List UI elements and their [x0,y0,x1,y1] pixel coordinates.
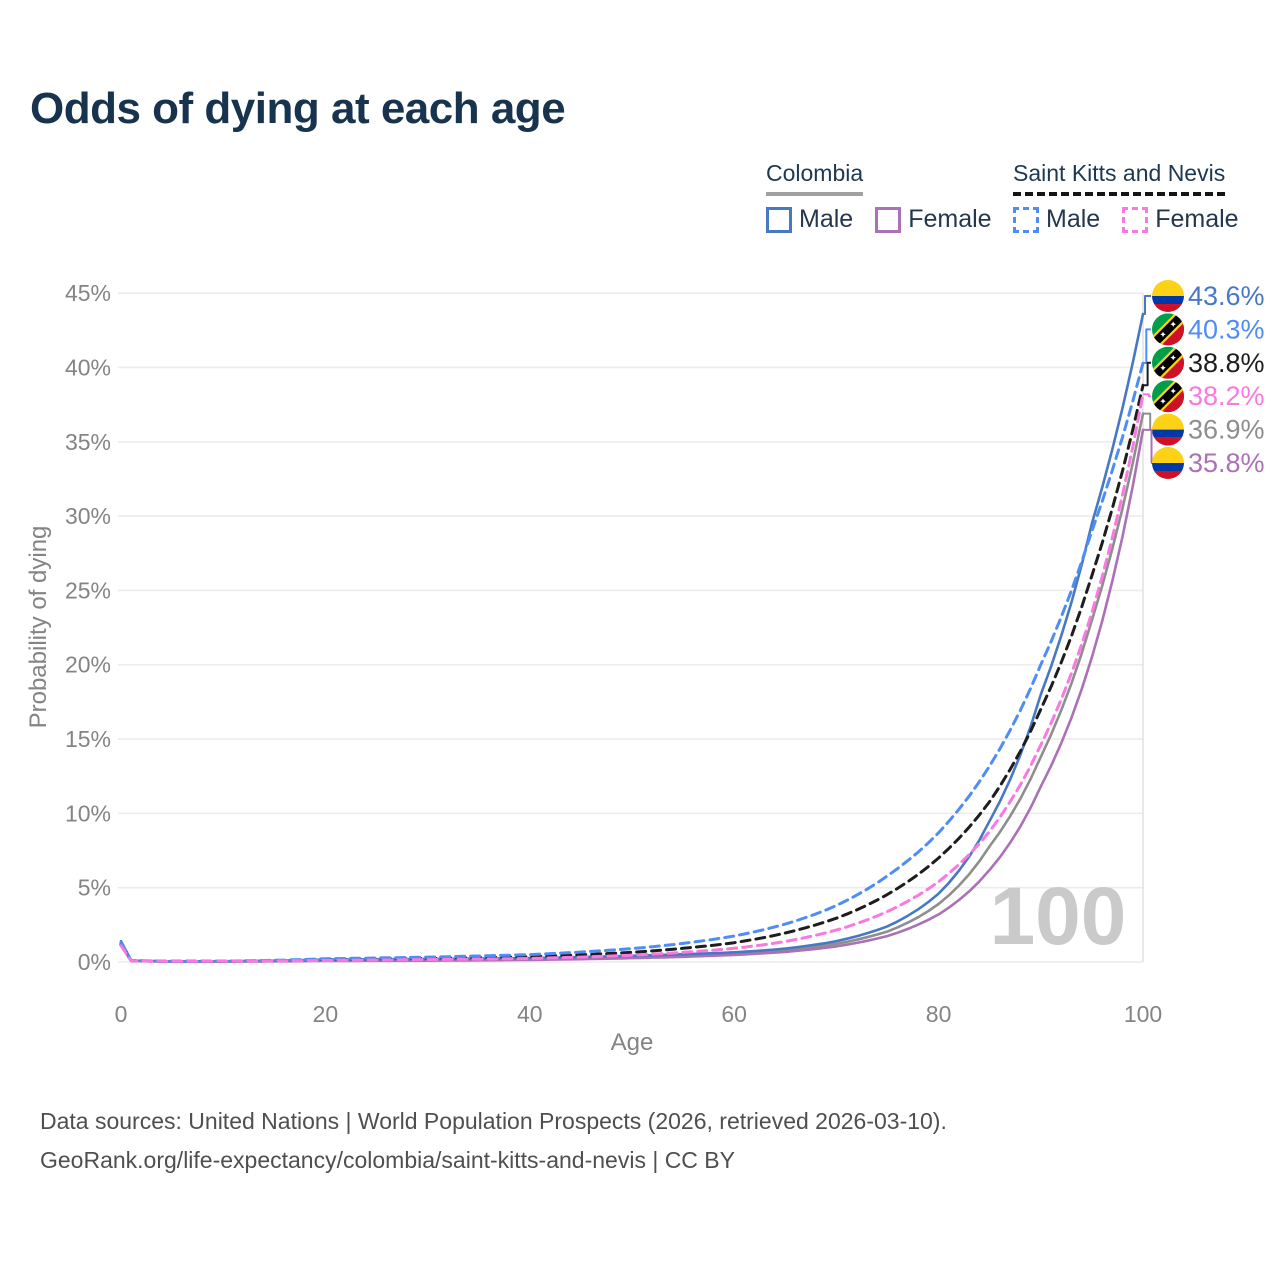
line-saint-kitts-and-nevis-female[interactable] [119,392,1145,963]
legend-label-skn-male: Male [1046,205,1101,233]
end-label-saint-kitts-and-nevis-both: 38.8% [1188,348,1265,378]
end-label-connector-colombia-both [1143,412,1152,431]
flag-colombia-icon [1152,280,1184,312]
x-tick-label-60: 60 [721,1001,747,1027]
legend-group-colombia: Colombia Male Female [766,160,1014,234]
y-tick-label-0: 0% [78,949,111,975]
line-colombia-male[interactable] [119,312,1145,963]
x-tick-label-100: 100 [1124,1001,1162,1027]
y-tick-label-40: 40% [65,354,111,380]
legend-label-colombia-female: Female [908,205,992,233]
x-tick-label-40: 40 [517,1001,543,1027]
y-tick-label-15: 15% [65,726,111,752]
legend-swatch-skn-female-icon [1122,206,1149,233]
chart-footer: Data sources: United Nations | World Pop… [40,1102,947,1180]
flag-colombia-icon [1152,447,1184,479]
age-watermark: 100 [990,871,1127,962]
flag-saint-kitts-and-nevis-icon [1152,313,1184,346]
line-saint-kitts-and-nevis-male[interactable] [119,361,1145,963]
y-tick-label-30: 30% [65,503,111,529]
legend-swatch-skn-male-icon [1013,206,1039,233]
legend-swatch-colombia-male-icon [766,206,792,233]
y-tick-label-5: 5% [78,875,111,901]
legend-item-skn-male[interactable]: Male [1013,205,1100,234]
end-label-colombia-male: 43.6% [1188,281,1265,311]
legend-label-skn-female: Female [1155,205,1239,233]
end-label-connector-saint-kitts-and-nevis-both [1143,361,1151,387]
y-axis-title: Probability of dying [25,526,52,729]
y-tick-label-20: 20% [65,652,111,678]
legend-item-colombia-female[interactable]: Female [875,205,992,234]
y-tick-label-10: 10% [65,800,111,826]
end-label-saint-kitts-and-nevis-male: 40.3% [1188,314,1265,344]
legend-item-skn-female[interactable]: Female [1122,205,1239,234]
y-tick-label-45: 45% [65,280,111,306]
end-label-colombia-female: 35.8% [1188,448,1265,478]
legend-swatch-colombia-female-icon [875,206,902,233]
legend-group-saint-kitts-and-nevis: Saint Kitts and Nevis Male Female [1013,160,1261,234]
legend-label-colombia-male: Male [799,205,854,233]
flag-colombia-icon [1152,413,1184,446]
x-tick-label-20: 20 [313,1001,339,1027]
x-axis-title: Age [611,1029,654,1056]
y-tick-label-25: 25% [65,577,111,603]
x-tick-label-80: 80 [926,1001,952,1027]
end-label-connector-saint-kitts-and-nevis-female [1143,393,1151,398]
end-label-colombia-both: 36.9% [1188,415,1265,445]
end-label-connector-colombia-male [1143,295,1151,315]
y-tick-label-35: 35% [65,429,111,455]
legend-header-colombia: Colombia [766,160,864,196]
legend-header-saint-kitts-and-nevis: Saint Kitts and Nevis [1013,160,1226,196]
legend-item-colombia-male[interactable]: Male [766,205,853,234]
flag-saint-kitts-and-nevis-icon [1152,346,1184,379]
x-tick-label-0: 0 [115,1001,128,1027]
end-label-connector-saint-kitts-and-nevis-male [1143,328,1151,364]
end-label-connector-colombia-female [1143,428,1153,464]
end-label-saint-kitts-and-nevis-female: 38.2% [1188,381,1265,411]
flag-saint-kitts-and-nevis-icon [1152,380,1184,413]
data-sources-text: Data sources: United Nations | World Pop… [40,1108,947,1134]
page-title: Odds of dying at each age [30,84,566,133]
georank-url-text: GeoRank.org/life-expectancy/colombia/sai… [40,1147,735,1173]
